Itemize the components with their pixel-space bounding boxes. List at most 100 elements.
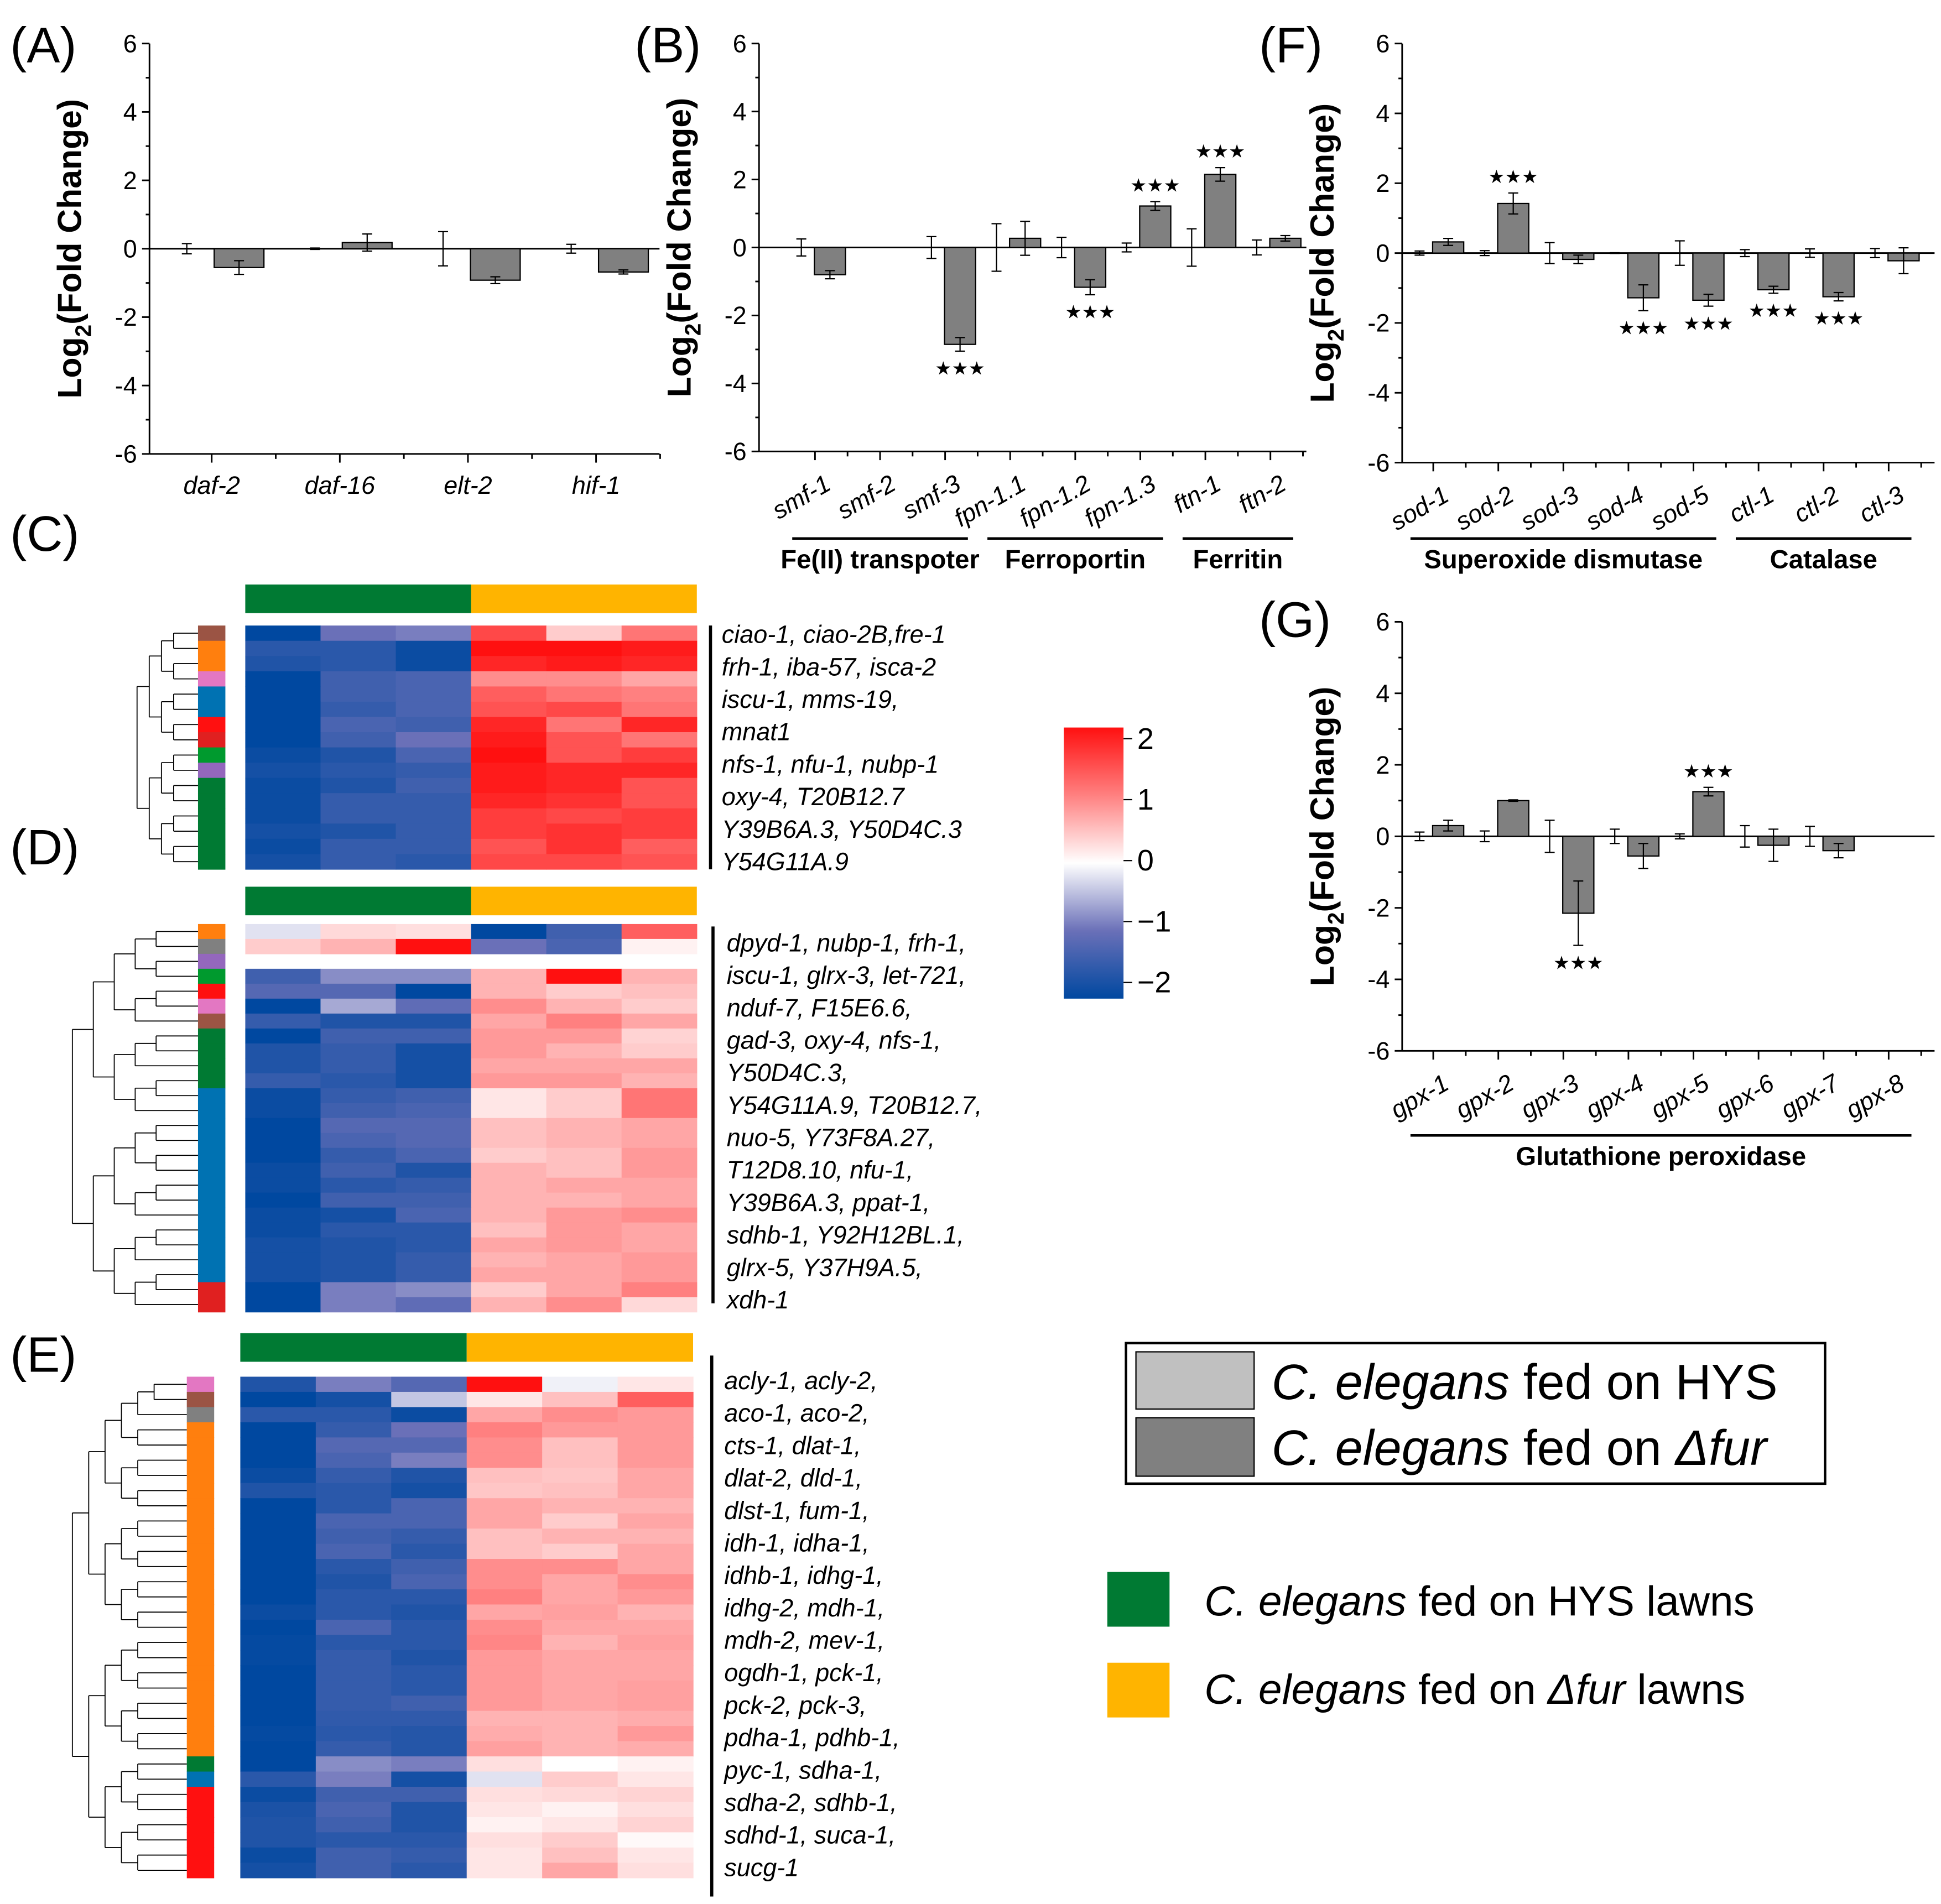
y-tick-label: 6	[123, 29, 137, 58]
y-tick-label: 4	[733, 97, 747, 126]
row-cluster-color	[186, 1468, 215, 1484]
heatmap-cell	[245, 968, 321, 984]
x-tick-label: hif-1	[572, 471, 620, 499]
row-cluster-color	[197, 1252, 226, 1268]
heatmap-cell	[240, 1756, 316, 1772]
heatmap-cell	[471, 1147, 547, 1164]
heatmap-cell	[240, 1635, 316, 1651]
heatmap-cell	[245, 983, 321, 999]
heatmap-cell	[245, 924, 321, 940]
heatmap-cell	[315, 1529, 392, 1545]
gene-label: iscu-1, glrx-3, let-721,	[727, 961, 966, 989]
heatmap-cell	[240, 1680, 316, 1696]
heatmap-cell	[466, 1574, 543, 1590]
heatmap-cell	[466, 1376, 543, 1392]
heatmap-cell	[396, 1013, 472, 1029]
legend-strain: Δfur	[1547, 1666, 1627, 1713]
heatmap-cell	[542, 1665, 618, 1681]
legend-text: fed on HYS	[1510, 1355, 1778, 1410]
heatmap-cell	[396, 671, 472, 687]
heatmap-cell	[617, 1422, 694, 1438]
heatmap-cell	[315, 1619, 392, 1636]
heatmap-cell	[542, 1817, 618, 1833]
heatmap-cell	[471, 625, 547, 641]
heatmap-cell	[542, 1756, 618, 1772]
heatmap-cell	[617, 1680, 694, 1696]
group-bar-fur	[466, 1333, 694, 1362]
row-cluster-color	[186, 1559, 215, 1575]
heatmap-cell	[542, 1468, 618, 1484]
heatmap-cell	[621, 1147, 698, 1164]
heatmap-cell	[320, 1103, 397, 1119]
bar-fur	[1204, 174, 1237, 248]
gene-label: cts-1, dlat-1,	[724, 1431, 861, 1459]
heatmap-cell	[245, 1282, 321, 1298]
heatmap-cell	[245, 1133, 321, 1149]
heatmap-cell	[315, 1422, 392, 1438]
heatmap-cell	[245, 1237, 321, 1253]
heatmap-cell	[471, 808, 547, 824]
gene-label: nfs-1, nfu-1, nubp-1	[722, 750, 939, 778]
heatmap-cell	[320, 1088, 397, 1104]
heatmap-cell	[471, 778, 547, 794]
heatmap-cell	[471, 968, 547, 984]
y-axis-label: Log2(Fold Change)	[660, 98, 706, 398]
row-cluster-color	[197, 1207, 226, 1223]
heatmap-cell	[471, 998, 547, 1014]
gene-label: Y39B6A.3, ppat-1,	[727, 1188, 930, 1217]
legend-label-hys: C. elegans fed on HYS	[1272, 1355, 1778, 1410]
gene-label: ogdh-1, pck-1,	[724, 1658, 883, 1687]
x-tick-label: daf-16	[305, 471, 376, 499]
heatmap-cell	[471, 983, 547, 999]
row-cluster-color	[197, 747, 226, 763]
heatmap-cell	[542, 1710, 618, 1726]
significance-stars: ★★★	[1488, 166, 1538, 187]
heatmap-cell	[240, 1847, 316, 1863]
y-tick-label: -2	[115, 303, 137, 331]
significance-stars: ★★★	[1683, 761, 1734, 782]
heatmap-cell	[546, 983, 622, 999]
row-cluster-color	[197, 686, 226, 702]
heatmap-cell	[621, 1252, 698, 1268]
heatmap-cell	[617, 1529, 694, 1545]
gene-label: mnat1	[722, 718, 791, 746]
row-cluster-color	[186, 1832, 215, 1848]
heatmap-cell	[466, 1665, 543, 1681]
row-cluster-color	[197, 838, 226, 855]
heatmap-cell	[320, 732, 397, 748]
heatmap-cell	[320, 823, 397, 839]
heatmap-cell	[396, 1267, 472, 1283]
heatmap-cell	[621, 701, 698, 718]
y-tick-label: 0	[1376, 822, 1390, 851]
y-axis-label-subscript: 2	[71, 325, 96, 337]
heatmap-cell	[315, 1574, 392, 1590]
legend-species: C. elegans	[1272, 1421, 1510, 1476]
heatmap-cell	[621, 1192, 698, 1208]
heatmap-cell	[315, 1696, 392, 1712]
heatmap-cell	[245, 1177, 321, 1193]
heatmap-cell	[471, 1088, 547, 1104]
heatmap-cell	[320, 671, 397, 687]
heatmap-cell	[617, 1832, 694, 1848]
heatmap-cell	[546, 1237, 622, 1253]
heatmap-cell	[466, 1726, 543, 1742]
heatmap-cell	[315, 1559, 392, 1575]
y-tick-label: 0	[733, 233, 747, 262]
gene-label: iscu-1, mms-19,	[722, 685, 899, 713]
heatmap-cell	[315, 1817, 392, 1833]
heatmap-cell	[617, 1407, 694, 1423]
y-axis-label-main: Log	[1303, 341, 1341, 403]
group-legend: C. elegans fed on HYS lawns C. elegans f…	[1107, 1572, 1755, 1718]
panel-label-f: (F)	[1259, 18, 1323, 73]
heatmap-cell	[466, 1529, 543, 1545]
heatmap-cell	[391, 1741, 467, 1757]
colorbar-tick-label: 0	[1137, 844, 1154, 877]
heatmap-cell	[542, 1529, 618, 1545]
heatmap-cell	[546, 793, 622, 809]
colorbar: 2 1 0 −1 −2	[1064, 722, 1171, 999]
heatmap-cell	[542, 1802, 618, 1818]
heatmap-cell	[391, 1635, 467, 1651]
row-cluster-color	[197, 701, 226, 718]
